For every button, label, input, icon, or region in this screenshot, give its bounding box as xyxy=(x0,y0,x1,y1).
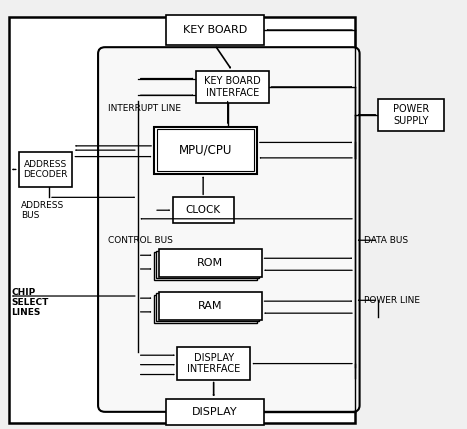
FancyBboxPatch shape xyxy=(173,197,234,223)
Text: POWER
SUPPLY: POWER SUPPLY xyxy=(393,104,429,126)
FancyBboxPatch shape xyxy=(154,295,257,323)
Text: POWER LINE: POWER LINE xyxy=(364,296,420,305)
FancyBboxPatch shape xyxy=(98,47,360,412)
FancyBboxPatch shape xyxy=(159,249,262,277)
FancyBboxPatch shape xyxy=(378,99,444,131)
FancyBboxPatch shape xyxy=(166,15,264,45)
Text: DISPLAY: DISPLAY xyxy=(192,407,238,417)
Text: ADDRESS
DECODER: ADDRESS DECODER xyxy=(23,160,68,179)
Text: DISPLAY
INTERFACE: DISPLAY INTERFACE xyxy=(187,353,241,375)
FancyBboxPatch shape xyxy=(166,399,264,425)
FancyBboxPatch shape xyxy=(9,17,355,423)
Text: DATA BUS: DATA BUS xyxy=(364,236,408,245)
FancyBboxPatch shape xyxy=(19,152,72,187)
FancyBboxPatch shape xyxy=(177,347,250,380)
Text: ADDRESS
BUS: ADDRESS BUS xyxy=(21,200,64,220)
FancyBboxPatch shape xyxy=(156,251,259,278)
Text: CHIP
SELECT
LINES: CHIP SELECT LINES xyxy=(11,287,49,317)
FancyBboxPatch shape xyxy=(159,292,262,320)
Text: KEY BOARD
INTERFACE: KEY BOARD INTERFACE xyxy=(204,76,261,98)
FancyBboxPatch shape xyxy=(196,71,269,103)
FancyBboxPatch shape xyxy=(156,293,259,321)
FancyBboxPatch shape xyxy=(154,127,257,174)
Text: CONTROL BUS: CONTROL BUS xyxy=(108,236,173,245)
Text: ROM: ROM xyxy=(197,258,223,268)
Text: CLOCK: CLOCK xyxy=(185,205,221,215)
Text: KEY BOARD: KEY BOARD xyxy=(183,25,247,35)
Text: MPU/CPU: MPU/CPU xyxy=(179,144,232,157)
Text: INTERRUPT LINE: INTERRUPT LINE xyxy=(108,104,181,112)
FancyBboxPatch shape xyxy=(154,252,257,280)
Text: RAM: RAM xyxy=(198,301,222,311)
